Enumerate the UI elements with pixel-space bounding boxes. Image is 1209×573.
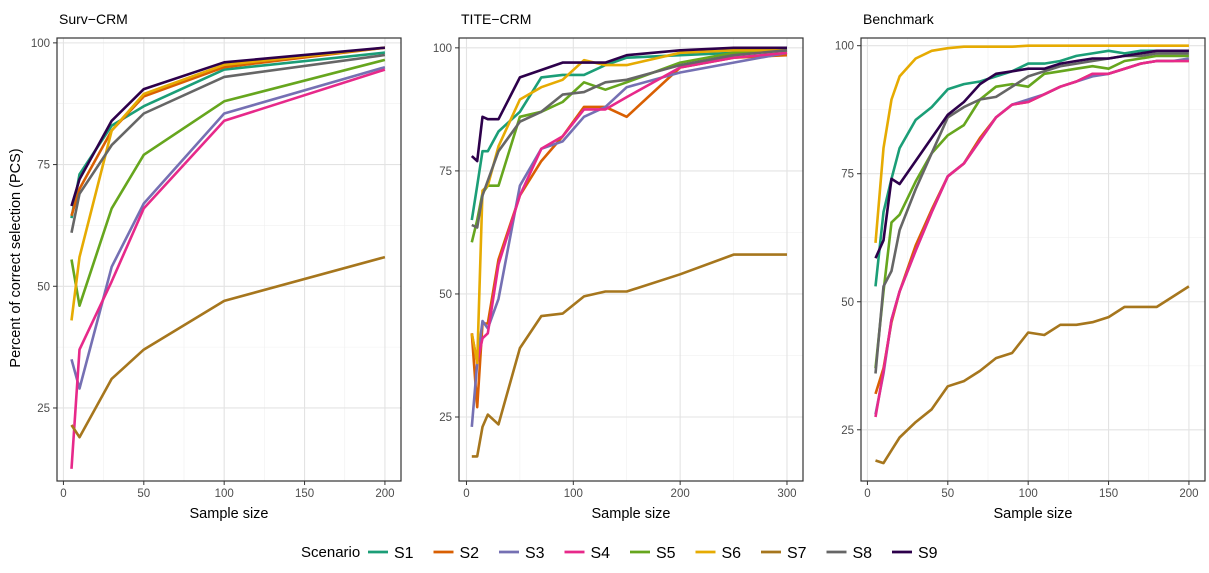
legend-label: S8 bbox=[853, 545, 873, 562]
panel-1: 0 50 100 150 200 25 50 75 100 Surv−CRM Sample size bbox=[31, 11, 402, 522]
legend-label: S4 bbox=[591, 545, 611, 562]
panel-title: Benchmark bbox=[863, 11, 935, 27]
y-tick-label: 100 bbox=[31, 38, 50, 50]
y-tick-label: 25 bbox=[439, 412, 452, 424]
legend-item-s6: S6 bbox=[695, 545, 742, 562]
series-line-s4 bbox=[70, 68, 386, 469]
panels: 0 50 100 150 200 25 50 75 100 Surv−CRM Sample size… bbox=[31, 11, 1206, 522]
legend-item-s8: S8 bbox=[826, 545, 873, 562]
panel-border bbox=[56, 37, 402, 482]
y-tick-label: 75 bbox=[841, 169, 854, 181]
legend-item-s9: S9 bbox=[892, 545, 938, 562]
series-line-s6 bbox=[70, 46, 386, 321]
legend-item-s5: S5 bbox=[630, 545, 676, 562]
plot-background bbox=[57, 38, 401, 481]
legend-item-s3: S3 bbox=[499, 545, 545, 562]
x-tick-label: 200 bbox=[375, 488, 394, 500]
x-axis-title: Sample size bbox=[190, 506, 269, 522]
x-tick-label: 200 bbox=[671, 488, 690, 500]
series-line-s9 bbox=[470, 46, 787, 163]
series-line-s5 bbox=[874, 54, 1189, 369]
series-line-s8 bbox=[471, 49, 788, 229]
x-tick-label: 150 bbox=[295, 488, 314, 500]
x-tick-label: 0 bbox=[864, 488, 870, 500]
y-tick-label: 75 bbox=[37, 160, 50, 172]
series-line-s9 bbox=[70, 46, 386, 207]
x-tick-label: 300 bbox=[777, 488, 796, 500]
series-line-s3 bbox=[470, 51, 788, 428]
y-tick-label: 25 bbox=[37, 403, 50, 415]
series-line-s1 bbox=[874, 49, 1189, 287]
legend-title: Scenario bbox=[301, 544, 360, 561]
series-line-s7 bbox=[70, 255, 386, 439]
y-tick-label: 75 bbox=[439, 166, 452, 178]
plot-background bbox=[459, 38, 803, 481]
series-line-s8 bbox=[70, 53, 386, 233]
x-tick-label: 100 bbox=[215, 488, 234, 500]
legend-items: S1 S2 S3 S4 S5 S6 S7 S8 S9 bbox=[368, 545, 938, 562]
y-tick-label: 50 bbox=[439, 289, 452, 301]
plot-background bbox=[861, 38, 1205, 481]
panel-title: TITE−CRM bbox=[461, 11, 531, 27]
x-axis-title: Sample size bbox=[994, 506, 1073, 522]
legend-label: S9 bbox=[918, 545, 938, 562]
legend-label: S2 bbox=[460, 545, 480, 562]
y-tick-label: 25 bbox=[841, 425, 854, 437]
series-line-s9 bbox=[874, 49, 1189, 259]
y-axis-title: Percent of correct selection (PCS) bbox=[8, 148, 24, 367]
legend-label: S1 bbox=[394, 545, 414, 562]
panel-title: Surv−CRM bbox=[59, 11, 128, 27]
y-tick-label: 50 bbox=[37, 281, 50, 293]
legend-label: S6 bbox=[722, 545, 742, 562]
legend-label: S3 bbox=[525, 545, 545, 562]
legend-item-s1: S1 bbox=[368, 545, 414, 562]
x-tick-label: 150 bbox=[1099, 488, 1118, 500]
panel-2: 0 100 200 300 25 50 75 100 TITE−CRM Sample size bbox=[433, 11, 804, 522]
panel-border bbox=[860, 37, 1206, 482]
x-tick-label: 100 bbox=[1019, 488, 1038, 500]
x-tick-label: 0 bbox=[60, 488, 66, 500]
panel-border bbox=[458, 37, 804, 482]
legend-label: S5 bbox=[656, 545, 676, 562]
series-line-s4 bbox=[470, 51, 788, 365]
x-tick-label: 50 bbox=[941, 488, 954, 500]
series-line-s5 bbox=[70, 58, 386, 308]
legend-item-s2: S2 bbox=[433, 545, 480, 562]
panel-3: 0 50 100 150 200 25 50 75 100 Benchmark Sample siz… bbox=[835, 11, 1206, 522]
series-line-s7 bbox=[471, 253, 787, 458]
x-tick-label: 200 bbox=[1179, 488, 1198, 500]
x-tick-label: 50 bbox=[137, 488, 150, 500]
y-tick-label: 50 bbox=[841, 297, 854, 309]
x-tick-label: 100 bbox=[564, 488, 583, 500]
y-tick-label: 100 bbox=[835, 41, 854, 53]
series-line-s7 bbox=[875, 285, 1190, 465]
x-tick-label: 0 bbox=[463, 488, 469, 500]
x-axis-title: Sample size bbox=[592, 506, 671, 522]
legend: Scenario S1 S2 S3 S4 S5 S6 S7 S8 S9 bbox=[301, 544, 938, 562]
y-tick-label: 100 bbox=[433, 43, 452, 55]
series-line-s6 bbox=[874, 44, 1189, 244]
legend-item-s4: S4 bbox=[564, 545, 611, 562]
legend-item-s7: S7 bbox=[761, 545, 807, 562]
series-line-s4 bbox=[874, 59, 1189, 418]
legend-label: S7 bbox=[787, 545, 807, 562]
